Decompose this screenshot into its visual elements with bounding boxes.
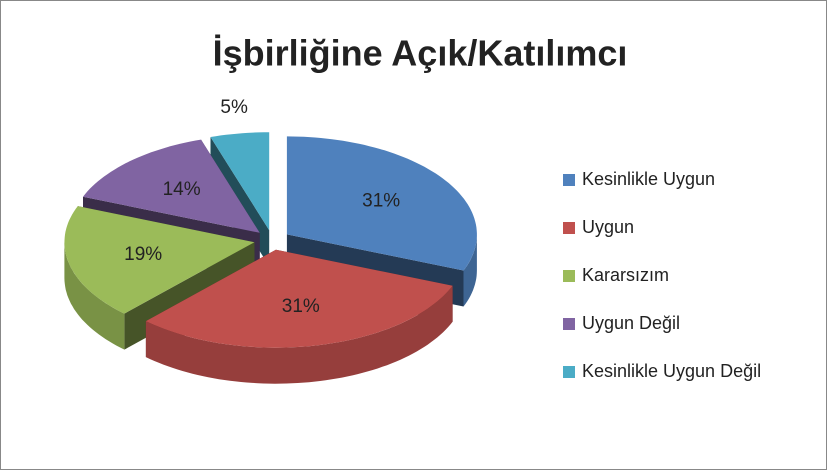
pie: 31% 31% 19% 14% 5% [64,97,477,384]
slice-side [64,242,125,350]
legend: Kesinlikle Uygun Uygun Kararsızım Uygun Değ… [563,169,761,381]
slice-side [463,234,477,307]
data-label: 5% [220,97,248,118]
data-label: 31% [282,296,320,317]
legend-swatch [563,366,575,378]
legend-label: Kararsızım [582,265,669,285]
legend-swatch [563,174,575,186]
legend-label: Uygun Değil [582,313,680,333]
legend-label: Kesinlikle Uygun [582,169,715,189]
data-label: 19% [124,244,162,265]
slice [64,206,255,314]
legend-swatch [563,270,575,282]
legend-swatch [563,318,575,330]
data-label: 31% [362,190,400,211]
legend-swatch [563,222,575,234]
slice [210,132,270,231]
slice-side [145,285,453,384]
slice-group [145,249,453,384]
slice [145,249,453,348]
chart-title: İşbirliğine Açık/Katılımcı [213,33,628,74]
slice [83,139,260,233]
data-label: 14% [163,179,201,200]
legend-label: Kesinlikle Uygun Değil [582,361,761,381]
slice [286,136,477,271]
legend-label: Uygun [582,217,634,237]
